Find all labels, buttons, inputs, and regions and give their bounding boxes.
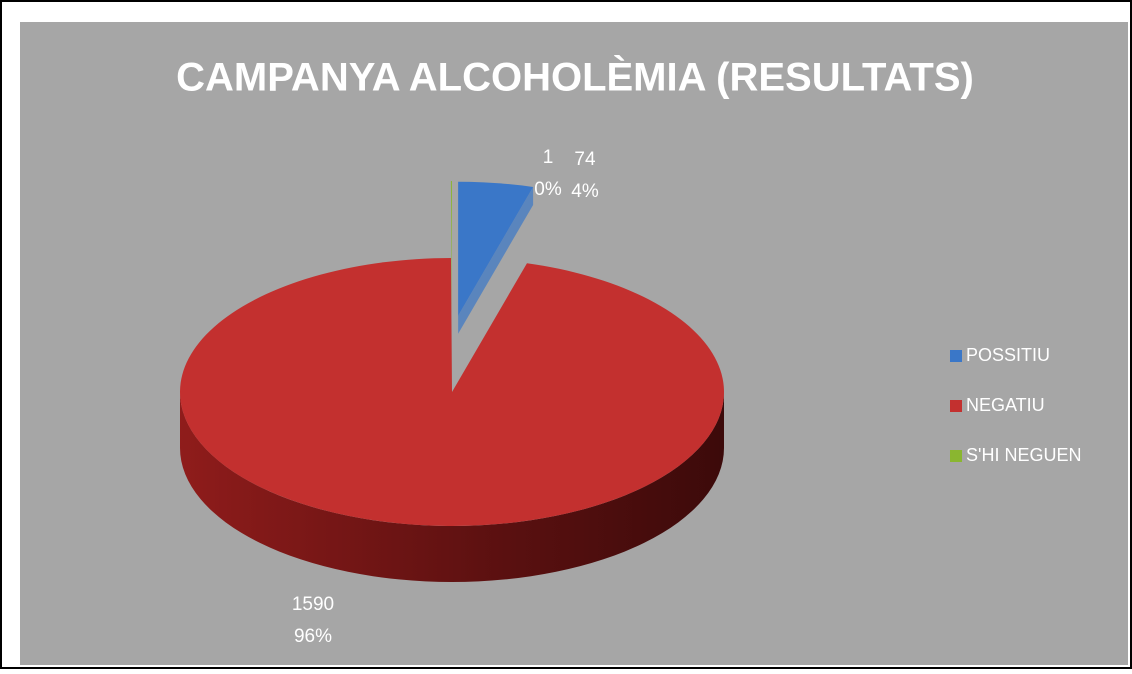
data-label-value: 74 bbox=[574, 149, 596, 170]
legend-label: S'HI NEGUEN bbox=[966, 445, 1081, 465]
pie-slice bbox=[179, 258, 724, 526]
legend-swatch bbox=[950, 400, 962, 412]
pie-slice bbox=[458, 181, 534, 316]
pie-slice bbox=[450, 181, 452, 316]
data-label-percent: 96% bbox=[294, 626, 332, 647]
data-label-value: 1590 bbox=[292, 594, 334, 615]
legend-swatch bbox=[950, 350, 962, 362]
chart-title: CAMPANYA ALCOHOLÈMIA (RESULTATS) bbox=[176, 55, 974, 100]
legend-label: POSSITIU bbox=[966, 345, 1050, 365]
legend-swatch bbox=[950, 450, 962, 462]
data-label-percent: 0% bbox=[534, 179, 562, 200]
data-label-percent: 4% bbox=[571, 181, 599, 202]
slice-side bbox=[458, 186, 534, 334]
legend-label: NEGATIU bbox=[966, 395, 1045, 415]
pie-side bbox=[180, 392, 724, 582]
data-label-value: 1 bbox=[543, 147, 554, 168]
